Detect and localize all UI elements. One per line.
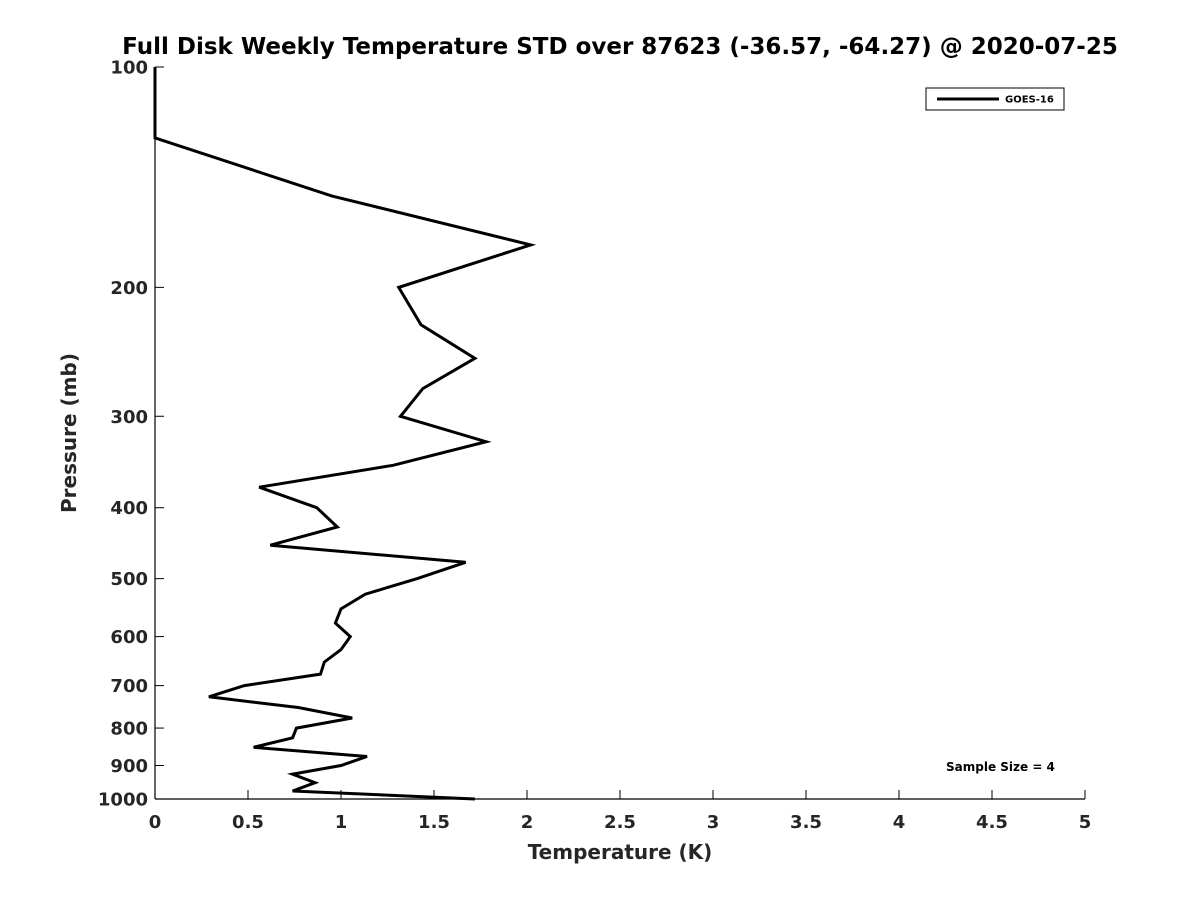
x-tick-label: 3	[707, 812, 720, 833]
y-tick-label: 400	[110, 498, 148, 519]
y-tick-label: 200	[110, 278, 148, 299]
x-tick-label: 3.5	[790, 812, 822, 833]
y-tick-label: 600	[110, 627, 148, 648]
y-axis-label: Pressure (mb)	[57, 353, 81, 513]
y-tick-label: 800	[110, 719, 148, 740]
y-tick-label: 900	[110, 756, 148, 777]
series-line-goes-16	[153, 67, 537, 801]
x-tick-label: 4	[893, 812, 906, 833]
legend-label: GOES-16	[1005, 95, 1054, 106]
y-tick-label: 1000	[98, 790, 148, 811]
chart-title: Full Disk Weekly Temperature STD over 87…	[122, 34, 1118, 60]
axes: 0 0.5 1 1.5 2 2.5 3 3.5 4 4.5 5 100 200 300 400 500 600 7…	[98, 58, 1091, 834]
x-tick-label: 2.5	[604, 812, 636, 833]
x-tick-label: 5	[1079, 812, 1092, 833]
x-tick-label: 1	[335, 812, 348, 833]
y-tick-label: 500	[110, 569, 148, 590]
y-tick-label: 700	[110, 676, 148, 697]
legend: GOES-16	[925, 87, 1065, 111]
y-tick-label: 100	[110, 58, 148, 79]
x-tick-label: 0	[149, 812, 162, 833]
x-tick-label: 1.5	[418, 812, 450, 833]
x-tick-label: 0.5	[232, 812, 264, 833]
x-tick-label: 4.5	[976, 812, 1008, 833]
series-layer	[153, 67, 537, 801]
x-tick-label: 2	[521, 812, 534, 833]
x-axis-label: Temperature (K)	[528, 840, 713, 864]
y-tick-label: 300	[110, 407, 148, 428]
sample-size-annotation: Sample Size = 4	[946, 760, 1055, 774]
